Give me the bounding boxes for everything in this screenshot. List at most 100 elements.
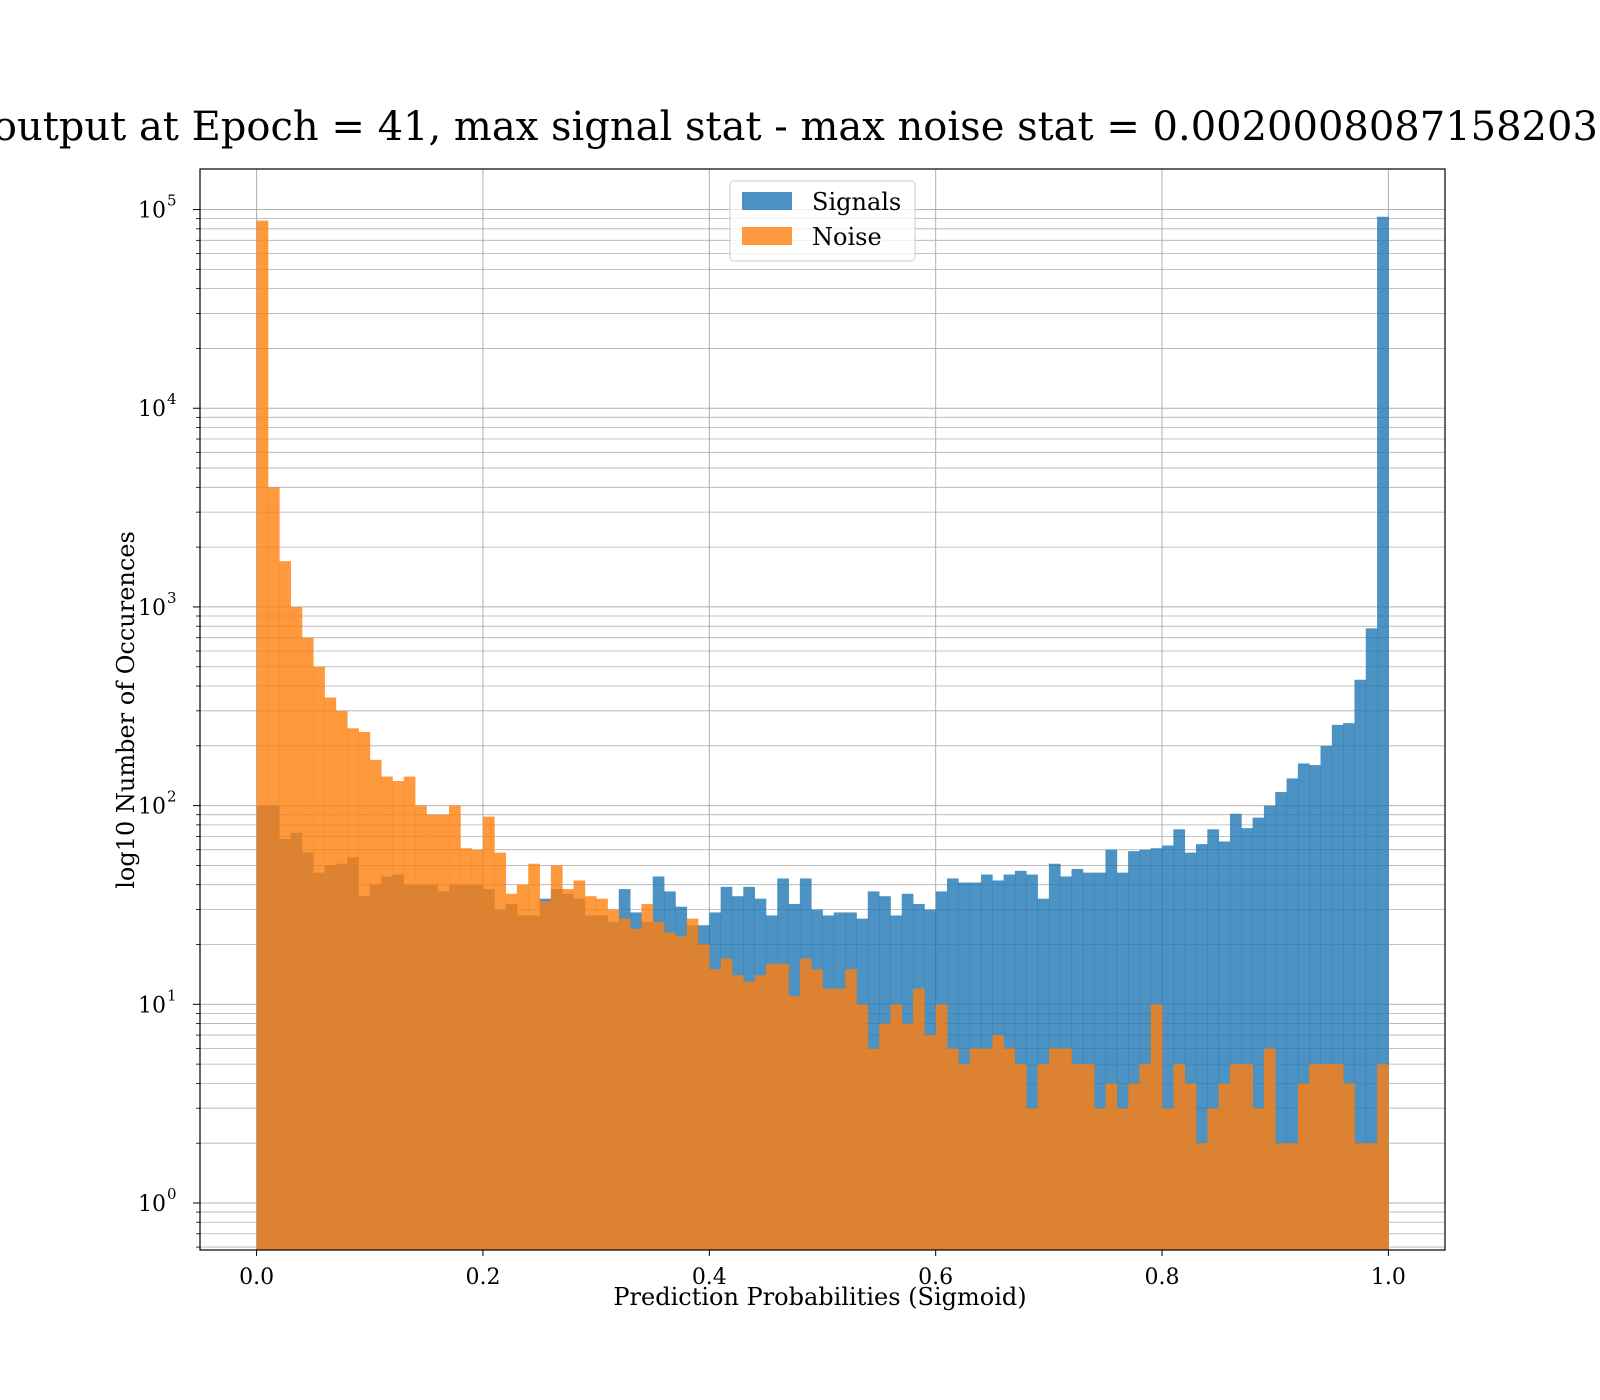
noise-bar xyxy=(528,863,540,1250)
noise-bar xyxy=(1309,1064,1321,1250)
noise-bar xyxy=(1297,1083,1310,1250)
noise-bar xyxy=(494,852,506,1250)
noise-bar xyxy=(1252,1108,1265,1250)
signal-bar xyxy=(1263,805,1276,1250)
x-tick-label: 0.6 xyxy=(918,1265,953,1290)
signal-bar xyxy=(1207,829,1220,1250)
plot-frame xyxy=(199,168,1446,1251)
noise-bar xyxy=(867,1048,880,1250)
noise-bar xyxy=(743,981,755,1250)
noise-bar xyxy=(381,776,393,1250)
noise-bar xyxy=(584,896,597,1250)
noise-bar xyxy=(1331,1064,1344,1250)
y-tick-label: 10 xyxy=(138,397,166,422)
noise-bar xyxy=(392,781,405,1250)
signal-bar xyxy=(1105,849,1118,1250)
noise-bar xyxy=(1048,1048,1061,1250)
noise-bar xyxy=(969,1048,982,1250)
noise-bar xyxy=(1116,1108,1129,1250)
noise-bar xyxy=(890,1004,903,1250)
signal-bar xyxy=(1241,828,1253,1250)
noise-bar xyxy=(279,561,291,1250)
signal-bar xyxy=(1229,813,1242,1250)
noise-bar xyxy=(709,969,722,1250)
y-tick-exponent: 0 xyxy=(167,1185,177,1203)
signal-bar xyxy=(1286,778,1299,1250)
signal-bar xyxy=(1014,870,1027,1250)
y-tick-exponent: 1 xyxy=(167,986,177,1004)
noise-bar xyxy=(675,936,688,1250)
noise-bar xyxy=(449,805,461,1250)
noise-bar xyxy=(369,759,382,1250)
signal-bar xyxy=(1354,679,1367,1250)
noise-bar xyxy=(573,880,586,1250)
y-tick-label: 10 xyxy=(138,596,166,621)
noise-bar xyxy=(1207,1108,1220,1250)
noise-bar xyxy=(550,865,563,1250)
noise-bar xyxy=(630,928,642,1250)
noise-bar xyxy=(1071,1064,1084,1250)
signal-bar xyxy=(1377,216,1389,1250)
noise-bar xyxy=(754,975,767,1250)
noise-bar xyxy=(471,849,484,1250)
noise-bar xyxy=(562,889,574,1250)
noise-bar xyxy=(1162,1108,1174,1250)
noise-bar xyxy=(324,697,337,1250)
noise-bar xyxy=(992,1035,1004,1250)
noise-bar xyxy=(1320,1064,1333,1250)
noise-bar xyxy=(1229,1064,1242,1250)
noise-bar xyxy=(1173,1064,1186,1250)
signal-bar xyxy=(1196,844,1208,1250)
noise-bar xyxy=(1343,1083,1355,1250)
signal-bar xyxy=(1173,829,1186,1250)
signal-bar xyxy=(1082,872,1095,1250)
signal-bar xyxy=(1275,792,1287,1250)
y-tick-label: 10 xyxy=(138,993,166,1018)
signal-bar xyxy=(1128,851,1140,1250)
y-tick-label: 10 xyxy=(138,199,166,224)
noise-bar xyxy=(664,932,676,1250)
noise-bar xyxy=(1275,1143,1287,1250)
noise-bar xyxy=(799,958,812,1250)
noise-bar xyxy=(686,918,699,1250)
y-tick-exponent: 5 xyxy=(167,192,177,210)
signal-bar xyxy=(1365,628,1378,1250)
noise-bar xyxy=(1128,1083,1140,1250)
y-axis-label: log10 Number of Occurences xyxy=(112,531,140,889)
y-tick-exponent: 3 xyxy=(167,589,177,607)
noise-bar xyxy=(1014,1064,1027,1250)
x-axis-label: Prediction Probabilities (Sigmoid) xyxy=(613,1283,1026,1311)
noise-bar xyxy=(924,1035,937,1250)
noise-bar xyxy=(1060,1048,1072,1250)
noise-bar xyxy=(358,731,371,1250)
noise-bar xyxy=(1094,1108,1106,1250)
noise-bar xyxy=(313,666,325,1250)
noise-bar xyxy=(879,1023,891,1250)
axes xyxy=(199,168,1446,1251)
noise-bars xyxy=(256,220,1389,1251)
noise-bar xyxy=(1003,1048,1016,1250)
noise-bar xyxy=(347,728,359,1250)
noise-bar xyxy=(1365,1143,1378,1250)
signal-bar xyxy=(1218,841,1231,1250)
noise-bar xyxy=(1377,1064,1389,1250)
x-tick-label: 0.4 xyxy=(692,1265,727,1290)
noise-bar xyxy=(335,710,348,1250)
noise-bar xyxy=(980,1048,993,1250)
signal-bar xyxy=(1252,817,1265,1250)
noise-bar xyxy=(415,805,427,1250)
noise-bar xyxy=(913,988,925,1250)
noise-bar xyxy=(1105,1083,1118,1250)
signal-bar xyxy=(1320,745,1333,1250)
signal-bar xyxy=(1343,723,1355,1250)
noise-bar xyxy=(935,1004,948,1250)
noise-bar xyxy=(1354,1143,1367,1250)
signal-bar xyxy=(1026,874,1038,1250)
noise-bar xyxy=(788,996,801,1250)
x-tick-label: 0.8 xyxy=(1145,1265,1180,1290)
x-tick-label: 0.2 xyxy=(465,1265,500,1290)
signal-bar xyxy=(1071,868,1084,1250)
legend-label-noise: Noise xyxy=(812,223,882,251)
